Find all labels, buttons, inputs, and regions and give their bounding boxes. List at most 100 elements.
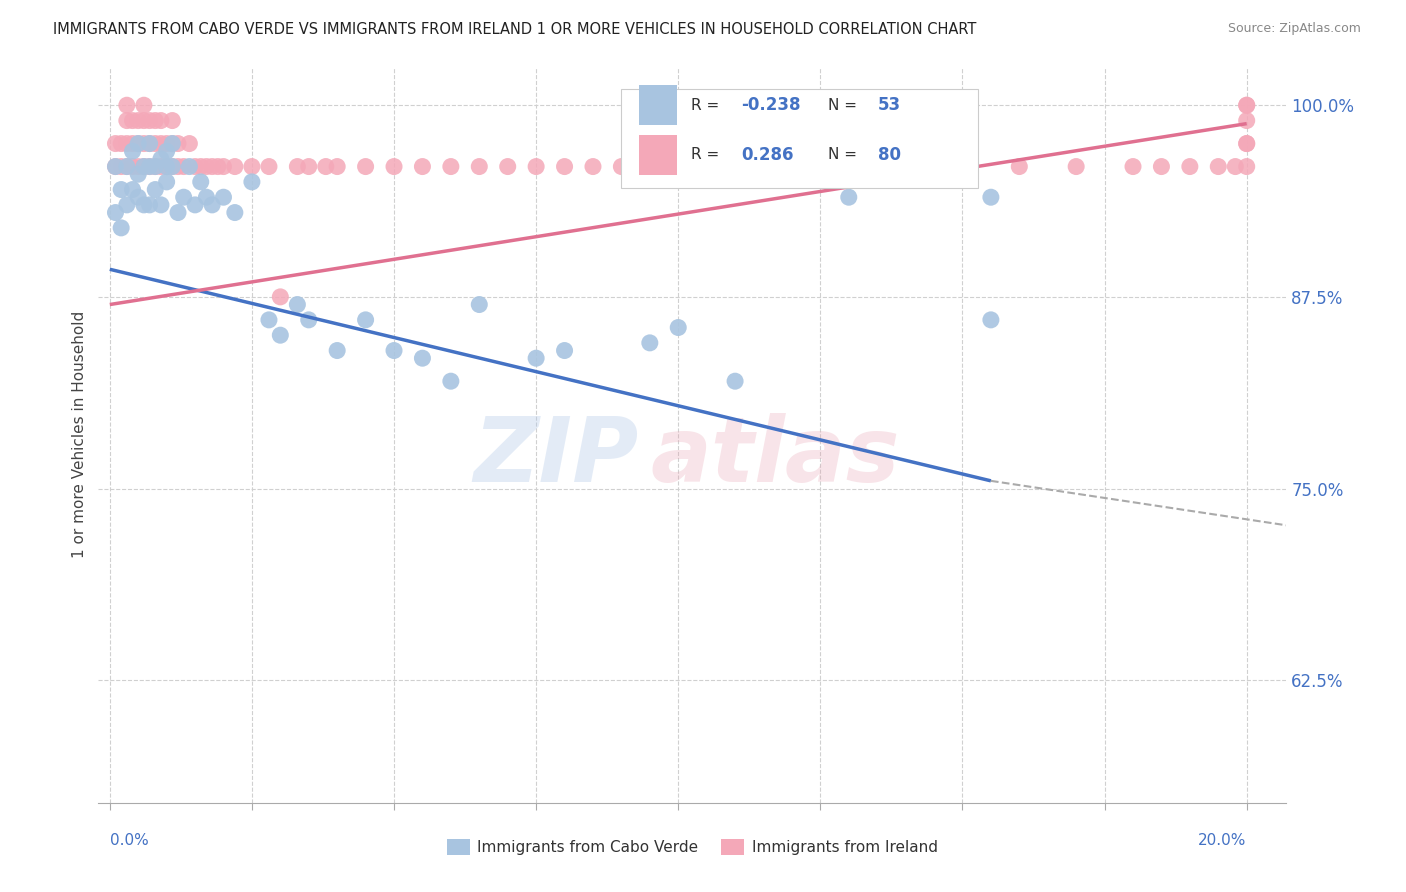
- Point: [184, 160, 207, 174]
- Point: [121, 145, 143, 159]
- Point: [257, 160, 280, 174]
- Point: [115, 136, 138, 151]
- Text: N =: N =: [828, 147, 862, 162]
- Point: [496, 160, 519, 174]
- Point: [104, 160, 127, 174]
- Point: [127, 113, 149, 128]
- Point: [269, 290, 291, 304]
- Text: R =: R =: [692, 147, 730, 162]
- Point: [195, 190, 218, 204]
- Point: [162, 136, 184, 151]
- Point: [143, 182, 166, 196]
- Point: [110, 182, 132, 196]
- Point: [132, 198, 155, 212]
- Point: [127, 136, 149, 151]
- Point: [104, 205, 127, 219]
- Point: [173, 190, 195, 204]
- Point: [524, 160, 547, 174]
- Point: [638, 335, 661, 350]
- Text: 0.0%: 0.0%: [110, 833, 149, 848]
- Point: [894, 160, 917, 174]
- Point: [411, 351, 433, 366]
- Point: [1178, 160, 1201, 174]
- Point: [156, 160, 179, 174]
- Point: [224, 205, 246, 219]
- Point: [838, 190, 860, 204]
- Point: [121, 136, 143, 151]
- Point: [127, 160, 149, 174]
- Point: [1236, 136, 1258, 151]
- Text: IMMIGRANTS FROM CABO VERDE VS IMMIGRANTS FROM IRELAND 1 OR MORE VEHICLES IN HOUS: IMMIGRANTS FROM CABO VERDE VS IMMIGRANTS…: [53, 22, 977, 37]
- Point: [104, 136, 127, 151]
- Point: [582, 160, 605, 174]
- Point: [1008, 160, 1031, 174]
- Text: R =: R =: [692, 97, 724, 112]
- Point: [724, 160, 747, 174]
- Point: [156, 136, 179, 151]
- Point: [411, 160, 433, 174]
- Bar: [638, 85, 678, 126]
- Point: [838, 160, 860, 174]
- Point: [1150, 160, 1173, 174]
- Text: atlas: atlas: [651, 413, 900, 501]
- Text: -0.238: -0.238: [741, 96, 800, 114]
- Point: [1236, 113, 1258, 128]
- Point: [138, 160, 160, 174]
- Point: [610, 160, 633, 174]
- Legend: Immigrants from Cabo Verde, Immigrants from Ireland: Immigrants from Cabo Verde, Immigrants f…: [440, 833, 945, 862]
- Point: [173, 160, 195, 174]
- Point: [240, 175, 263, 189]
- Point: [1236, 160, 1258, 174]
- Point: [167, 136, 190, 151]
- Point: [138, 198, 160, 212]
- Text: 53: 53: [877, 96, 901, 114]
- Point: [127, 190, 149, 204]
- Point: [127, 167, 149, 181]
- Point: [162, 136, 184, 151]
- Text: ZIP: ZIP: [474, 413, 638, 501]
- Point: [240, 160, 263, 174]
- Point: [666, 320, 689, 334]
- Point: [468, 160, 491, 174]
- Point: [326, 160, 349, 174]
- Point: [138, 136, 160, 151]
- Point: [638, 160, 661, 174]
- Y-axis label: 1 or more Vehicles in Household: 1 or more Vehicles in Household: [72, 311, 87, 558]
- FancyBboxPatch shape: [621, 89, 977, 188]
- Point: [1122, 160, 1144, 174]
- Point: [980, 190, 1002, 204]
- Point: [257, 313, 280, 327]
- Point: [132, 113, 155, 128]
- Point: [121, 160, 143, 174]
- Point: [1236, 98, 1258, 112]
- Point: [110, 136, 132, 151]
- Point: [143, 160, 166, 174]
- Point: [179, 160, 201, 174]
- Point: [121, 182, 143, 196]
- Bar: [638, 135, 678, 175]
- Point: [1236, 136, 1258, 151]
- Point: [143, 160, 166, 174]
- Point: [115, 160, 138, 174]
- Point: [468, 297, 491, 311]
- Point: [269, 328, 291, 343]
- Point: [149, 136, 172, 151]
- Point: [554, 160, 576, 174]
- Point: [190, 160, 212, 174]
- Point: [1064, 160, 1087, 174]
- Point: [440, 374, 463, 388]
- Point: [132, 160, 155, 174]
- Point: [156, 175, 179, 189]
- Point: [224, 160, 246, 174]
- Point: [115, 113, 138, 128]
- Point: [1225, 160, 1247, 174]
- Point: [143, 113, 166, 128]
- Point: [780, 160, 803, 174]
- Point: [298, 313, 321, 327]
- Point: [354, 313, 377, 327]
- Point: [149, 160, 172, 174]
- Text: Source: ZipAtlas.com: Source: ZipAtlas.com: [1227, 22, 1361, 36]
- Point: [115, 98, 138, 112]
- Point: [440, 160, 463, 174]
- Point: [195, 160, 218, 174]
